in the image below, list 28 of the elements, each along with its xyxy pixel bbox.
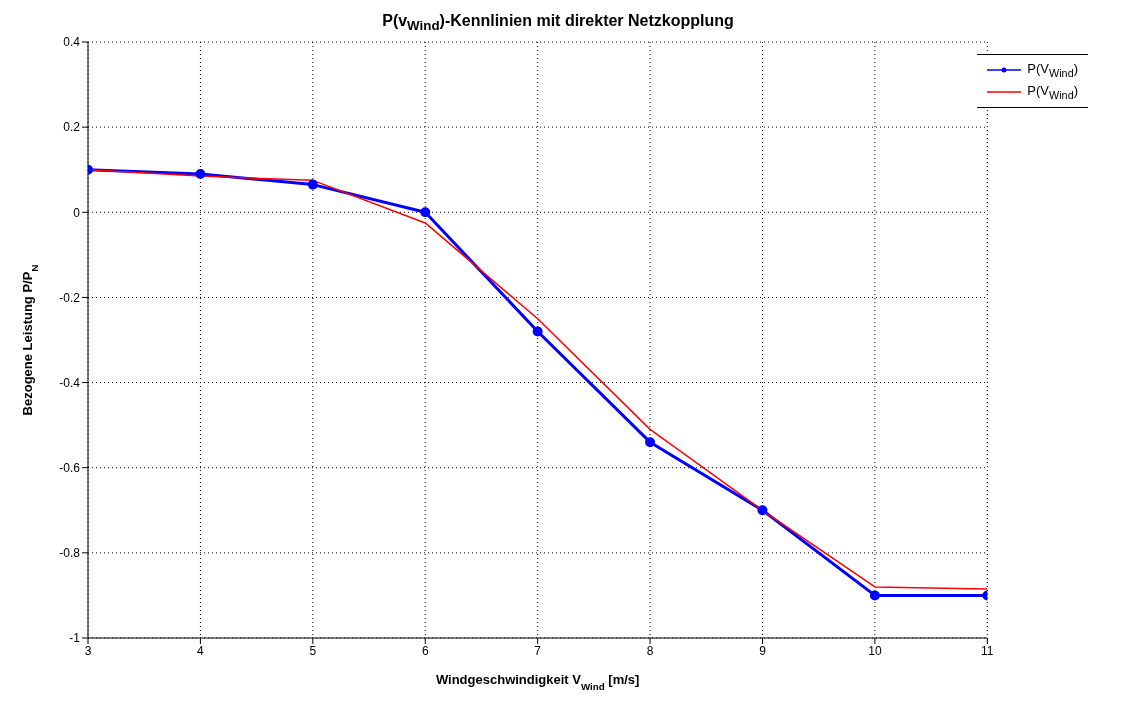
x-tick-label: 10 (868, 643, 882, 658)
y-tick-label: -0.2 (59, 290, 81, 305)
x-tick-label: 5 (309, 643, 317, 658)
point (532, 326, 543, 337)
point (645, 437, 656, 448)
legend-label: P(V$_{Wind}$) (1027, 61, 1078, 79)
point (869, 590, 880, 601)
y-tick-label: -1 (69, 631, 81, 646)
x-tick-label: 8 (646, 643, 654, 658)
point (420, 207, 431, 218)
x-tick-label: 9 (759, 643, 767, 658)
y-tick-label: 0.4 (63, 35, 81, 50)
x-axis-title: Windgeschwindigkeit V$_{Wind}$ [m/s] (435, 672, 640, 692)
y-tick-label: 0.2 (63, 120, 81, 135)
x-tick-label: 7 (534, 643, 542, 658)
x-tick-label: 3 (84, 643, 92, 658)
x-tick-label: 4 (197, 643, 205, 658)
y-tick-label: -0.8 (59, 546, 81, 561)
y-tick-label: -0.4 (59, 375, 81, 390)
legend-label: P(V$_{Wind}$) (1027, 83, 1078, 101)
x-tick-label: 11 (981, 643, 994, 658)
point (757, 505, 768, 516)
x-tick-label: 6 (421, 643, 429, 658)
point (195, 168, 206, 179)
y-tick-label: 0 (73, 205, 81, 220)
point (307, 179, 318, 190)
y-tick-label: -0.6 (59, 460, 81, 475)
chart-title: P(v$_{Wind}$)-Kennlinien mit direkter Netzkopplung (381, 11, 735, 34)
